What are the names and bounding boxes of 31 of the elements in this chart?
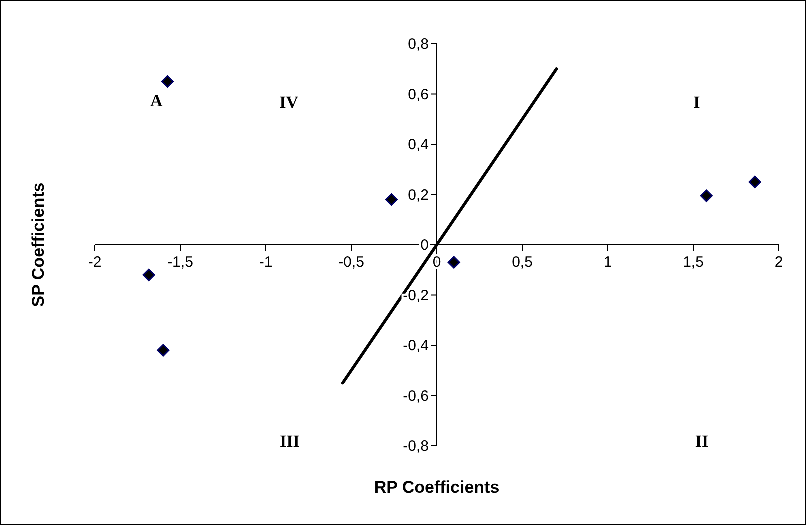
y-axis-title: SP Coefficients bbox=[29, 182, 48, 308]
x-tick-label: -1,5 bbox=[168, 254, 194, 271]
x-tick-label: 1,5 bbox=[683, 254, 704, 271]
x-axis-title: RP Coefficients bbox=[374, 478, 500, 497]
y-tick-label: 0,4 bbox=[408, 136, 429, 154]
y-tick-label: -0,6 bbox=[403, 388, 429, 405]
x-tick-label: 1 bbox=[604, 254, 612, 271]
y-tick-label: 0 bbox=[420, 237, 429, 254]
annotation: II bbox=[695, 432, 710, 451]
annotation: A bbox=[150, 92, 164, 111]
annotation: III bbox=[280, 432, 300, 451]
x-tick-label: 0,5 bbox=[512, 254, 533, 271]
annotation: I bbox=[694, 92, 701, 112]
y-tick-label: -0,2 bbox=[403, 287, 429, 304]
point bbox=[748, 176, 762, 188]
x-tick-label: -0,5 bbox=[338, 254, 364, 271]
y-tick-label: 0,6 bbox=[408, 86, 429, 104]
point bbox=[700, 190, 713, 202]
x-tick-label: -1 bbox=[259, 254, 273, 271]
y-tick-label: -0,8 bbox=[403, 438, 429, 455]
point bbox=[161, 75, 174, 88]
point bbox=[157, 344, 170, 357]
annotation: IV bbox=[280, 92, 300, 112]
y-tick-label: -0,4 bbox=[403, 338, 429, 354]
y-tick-label: 0,8 bbox=[408, 36, 429, 53]
x-tick-label: 2 bbox=[774, 254, 784, 271]
point bbox=[448, 256, 460, 269]
x-tick-label: -2 bbox=[88, 254, 102, 271]
point bbox=[142, 268, 156, 282]
y-tick-label: 0,2 bbox=[408, 186, 429, 204]
point bbox=[385, 194, 398, 206]
